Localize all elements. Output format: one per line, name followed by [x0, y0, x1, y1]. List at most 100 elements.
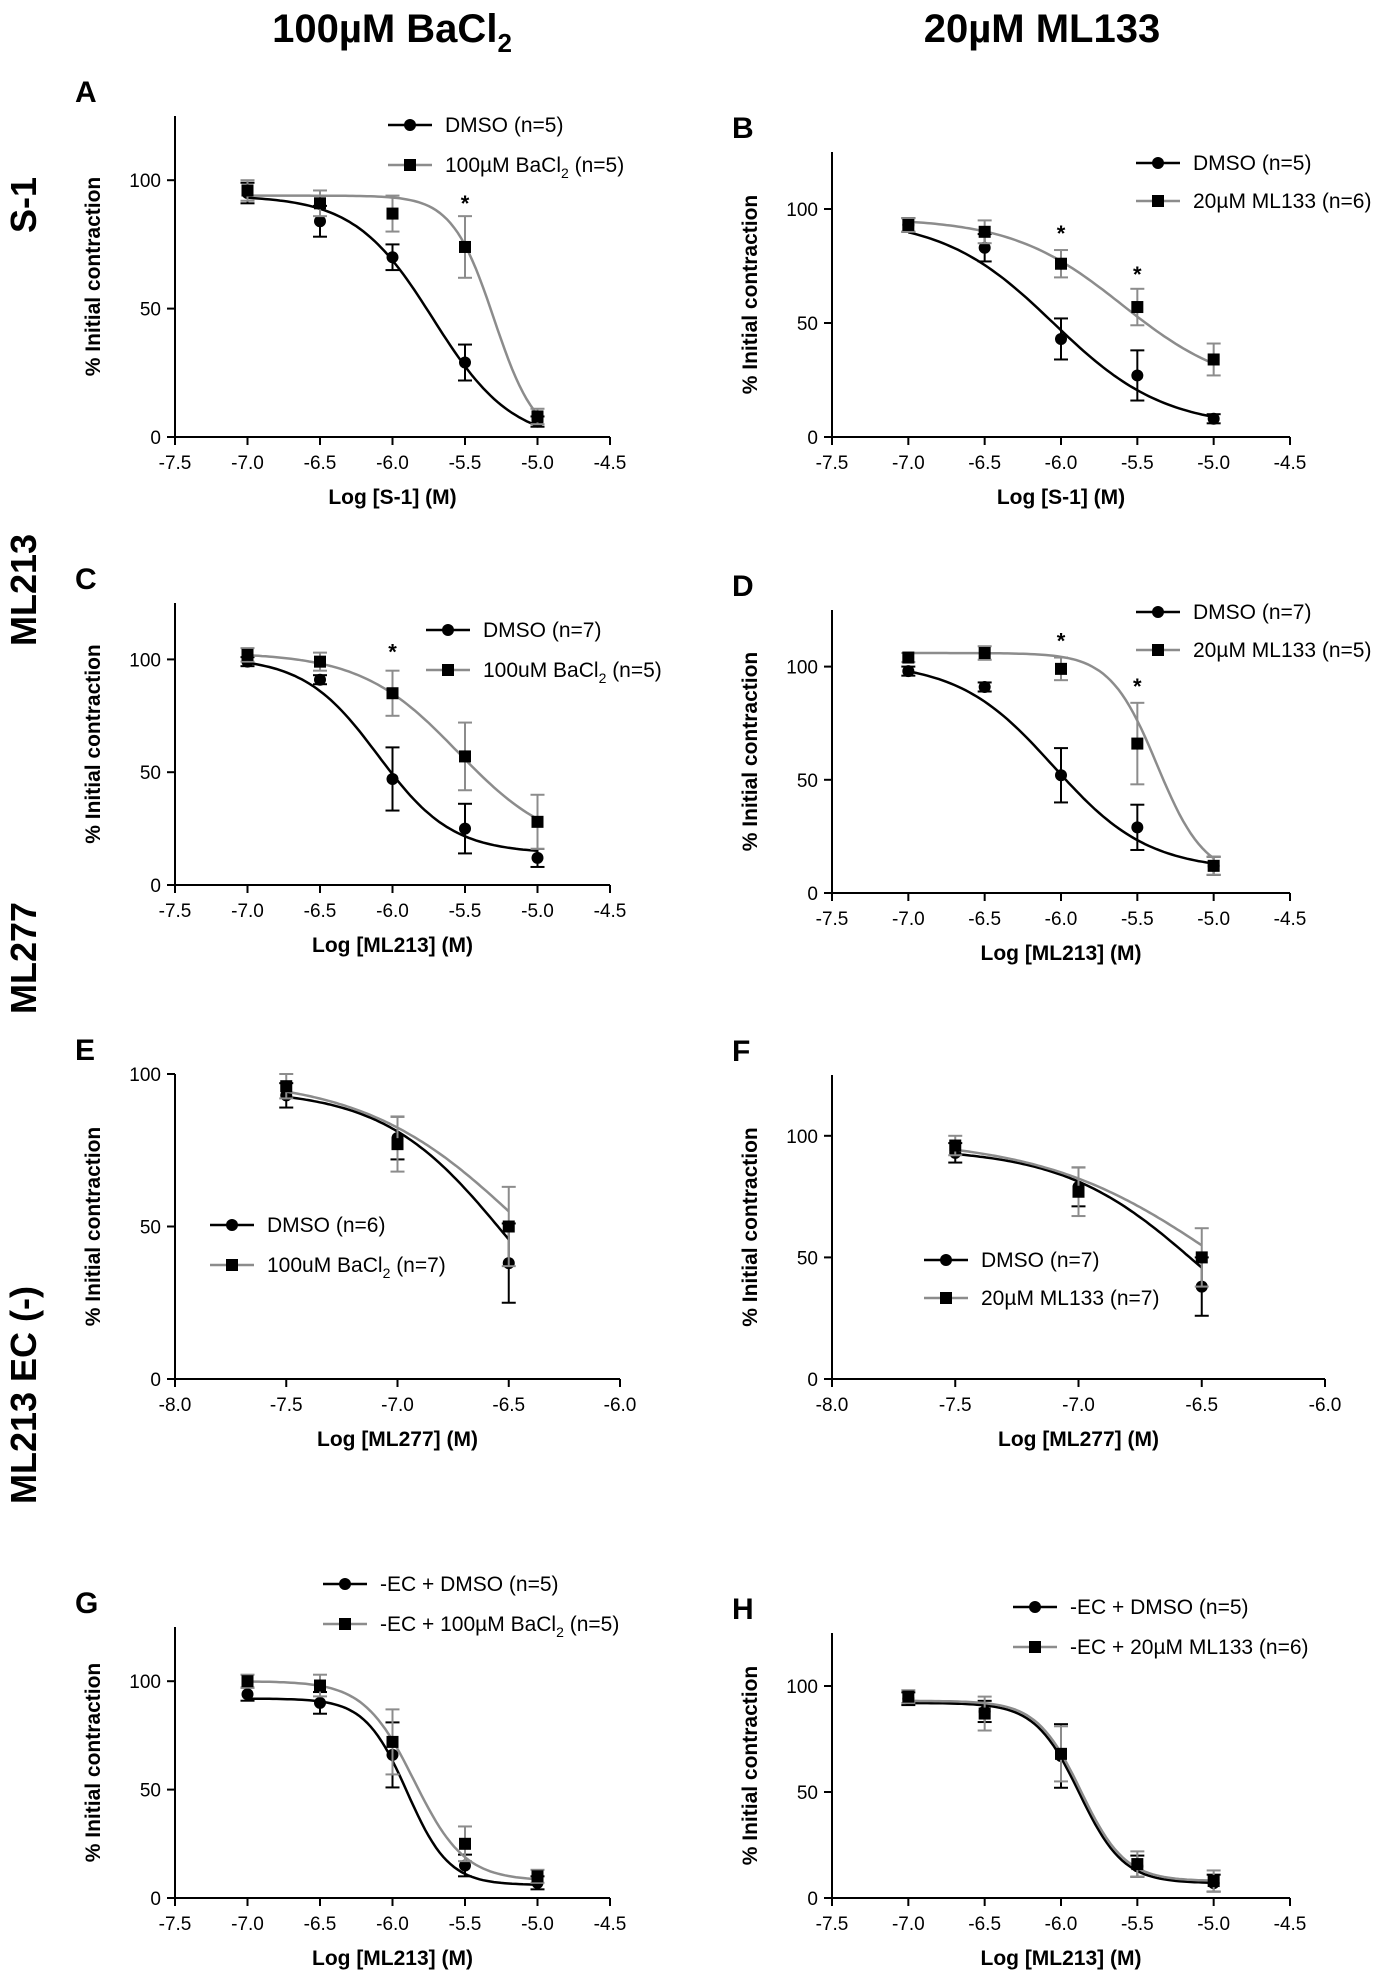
- y-tick-label: 50: [797, 314, 818, 335]
- x-tick-label: -7.0: [892, 453, 925, 474]
- x-tick-label: -6.0: [604, 1395, 637, 1416]
- x-tick-label: -7.0: [1062, 1395, 1095, 1416]
- legend-swatch-marker: [1029, 1601, 1041, 1613]
- data-point-treat: [314, 1679, 326, 1692]
- significance-asterisk: *: [388, 639, 397, 664]
- y-tick-label: 100: [786, 1127, 818, 1148]
- y-tick-label: 50: [140, 300, 161, 321]
- data-point-treat: [386, 1735, 399, 1748]
- legend-swatch-marker: [339, 1618, 351, 1630]
- data-point-treat: [1195, 1251, 1208, 1264]
- x-tick-label: -7.5: [159, 453, 192, 474]
- legend-swatch-marker: [940, 1292, 952, 1304]
- chart-panel-b: B -7.5 -7.0 -6.5 -6.0 -5.5 -5.0 -4.5 0 50 100 Log […: [732, 112, 1371, 509]
- y-tick-label: 0: [150, 1370, 161, 1391]
- x-tick-label: -4.5: [1274, 1914, 1307, 1935]
- data-point-treat: [459, 240, 471, 253]
- x-tick-label: -7.5: [159, 1914, 192, 1935]
- x-tick-label: -5.5: [1121, 1914, 1154, 1935]
- x-tick-label: -5.5: [1121, 909, 1154, 930]
- legend-label-treat: 20µM ML133 (n=7): [981, 1287, 1159, 1310]
- significance-asterisk: *: [461, 191, 470, 216]
- y-axis-title: % Initial contraction: [82, 644, 105, 844]
- y-axis-title: % Initial contraction: [82, 1663, 105, 1863]
- y-tick-label: 100: [129, 1065, 161, 1086]
- data-point-treat: [1207, 859, 1220, 872]
- column-header-1: 100µM BaCl2: [272, 7, 512, 58]
- data-point-treat: [1207, 353, 1220, 366]
- data-point-dmso: [1131, 821, 1144, 834]
- data-point-dmso: [459, 356, 471, 369]
- x-axis-title: Log [S-1] (M): [328, 486, 456, 509]
- panel-letter-d: D: [732, 570, 754, 603]
- data-point-treat: [314, 655, 326, 668]
- data-point-treat: [902, 651, 915, 664]
- data-point-treat: [314, 197, 326, 210]
- y-tick-label: 50: [140, 1218, 161, 1239]
- chart-panel-g: G -7.5 -7.0 -6.5 -6.0 -5.5 -5.0 -4.5 0 50 100 Log […: [75, 1573, 626, 1970]
- x-tick-label: -6.5: [968, 909, 1001, 930]
- data-point-treat: [386, 687, 399, 700]
- x-tick-label: -6.0: [1045, 453, 1078, 474]
- x-tick-label: -4.5: [1274, 909, 1307, 930]
- data-point-dmso: [978, 241, 991, 254]
- row-label-2: ML213: [3, 534, 44, 646]
- y-tick-label: 0: [807, 1370, 818, 1391]
- x-tick-label: -4.5: [594, 453, 627, 474]
- x-axis-title: Log [ML213] (M): [312, 1947, 473, 1970]
- data-point-treat: [1131, 1858, 1144, 1871]
- data-point-dmso: [531, 851, 544, 864]
- chart-panel-a: A -7.5 -7.0 -6.5 -6.0 -5.5 -5.0 -4.5 0 50 100 Log […: [75, 76, 626, 509]
- x-tick-label: -7.0: [892, 1914, 925, 1935]
- x-tick-label: -7.5: [816, 1914, 849, 1935]
- legend-label-dmso: DMSO (n=7): [483, 619, 601, 642]
- y-tick-label: 100: [129, 1672, 161, 1693]
- legend-label-dmso: DMSO (n=5): [445, 114, 563, 137]
- y-tick-label: 100: [786, 1677, 818, 1698]
- x-tick-label: -5.0: [1197, 909, 1230, 930]
- legend-label-treat: 100uM BaCl2 (n=5): [483, 659, 662, 686]
- legend-swatch-marker: [1152, 606, 1164, 618]
- data-point-dmso: [459, 1859, 471, 1872]
- legend-swatch-marker: [1152, 644, 1164, 656]
- x-tick-label: -7.5: [159, 901, 192, 922]
- legend-label-dmso: DMSO (n=5): [1193, 152, 1311, 175]
- legend-swatch-marker: [1029, 1641, 1041, 1653]
- x-tick-label: -6.0: [1045, 1914, 1078, 1935]
- y-tick-label: 50: [140, 763, 161, 784]
- x-tick-label: -5.5: [449, 901, 482, 922]
- panel-letter-a: A: [75, 76, 97, 109]
- legend-swatch-marker: [442, 664, 454, 676]
- x-axis-title: Log [ML213] (M): [312, 934, 473, 957]
- data-point-treat: [531, 815, 544, 828]
- data-point-dmso: [314, 1696, 326, 1709]
- data-point-dmso: [386, 251, 399, 264]
- x-tick-label: -5.0: [1197, 1914, 1230, 1935]
- x-tick-label: -5.0: [521, 901, 554, 922]
- x-tick-label: -6.0: [376, 1914, 409, 1935]
- data-point-treat: [241, 648, 254, 661]
- data-point-treat: [1131, 737, 1144, 750]
- y-tick-label: 100: [129, 171, 161, 192]
- legend-label-dmso: -EC + DMSO (n=5): [1070, 1596, 1249, 1619]
- y-tick-label: 0: [807, 884, 818, 905]
- legend-label-dmso: DMSO (n=6): [267, 1214, 385, 1237]
- x-tick-label: -4.5: [594, 1914, 627, 1935]
- y-axis-title: % Initial contraction: [739, 195, 762, 395]
- x-tick-label: -5.5: [449, 1914, 482, 1935]
- y-tick-label: 50: [797, 771, 818, 792]
- significance-asterisk: *: [1133, 262, 1142, 287]
- y-axis-title: % Initial contraction: [82, 177, 105, 377]
- x-axis-title: Log [S-1] (M): [997, 486, 1125, 509]
- legend-swatch-marker: [1152, 157, 1164, 169]
- legend-swatch-marker: [442, 624, 454, 636]
- data-point-treat: [531, 410, 544, 423]
- legend-label-treat: -EC + 100µM BaCl2 (n=5): [380, 1613, 619, 1640]
- panel-letter-f: F: [732, 1035, 750, 1068]
- x-tick-label: -6.0: [376, 453, 409, 474]
- panel-letter-e: E: [75, 1034, 95, 1067]
- significance-asterisk: *: [1133, 674, 1142, 699]
- data-point-dmso: [1131, 369, 1144, 382]
- x-tick-label: -5.5: [449, 453, 482, 474]
- data-point-dmso: [314, 673, 326, 686]
